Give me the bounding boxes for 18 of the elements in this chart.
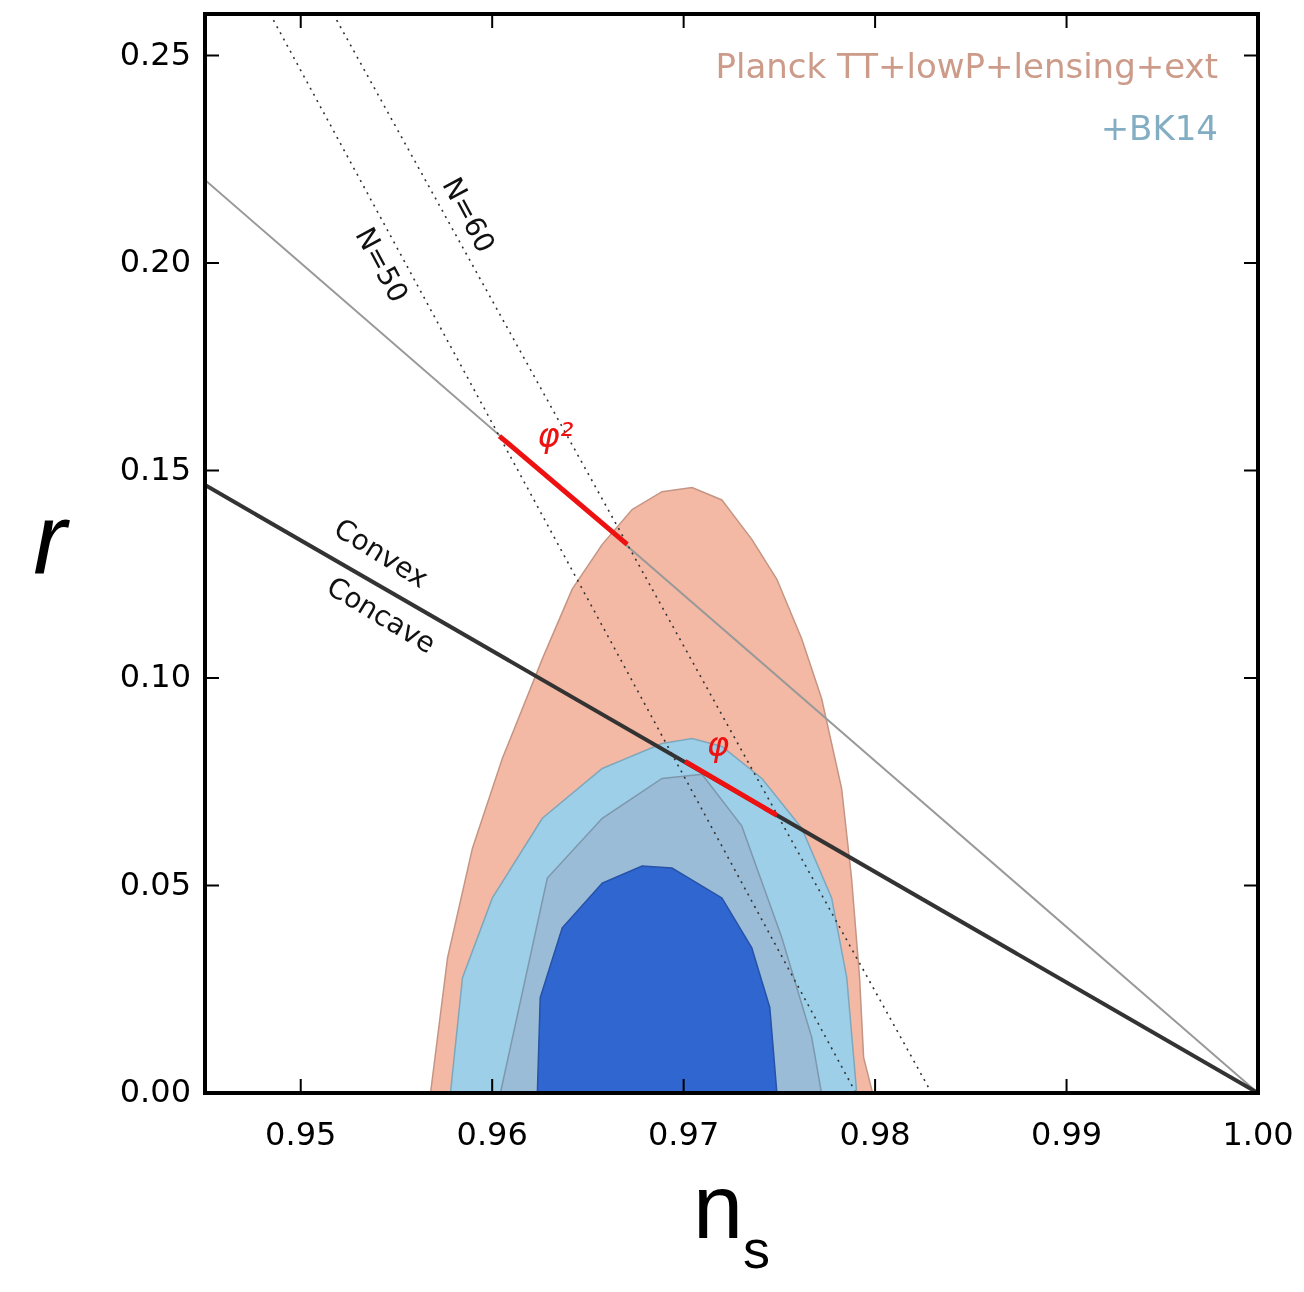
annotation: φ² <box>537 414 574 455</box>
x-tick-label: 1.00 <box>1222 1115 1294 1153</box>
x-tick-label: 0.99 <box>1030 1115 1103 1153</box>
x-tick-label: 0.97 <box>648 1115 720 1153</box>
y-tick-label: 0.05 <box>119 864 191 903</box>
text: +BK14 <box>1100 108 1218 148</box>
y-tick-label: 0.20 <box>119 242 191 280</box>
annotation: φ <box>706 723 730 764</box>
y-tick-label: 0.25 <box>119 34 191 73</box>
x-tick-label: 0.96 <box>456 1115 528 1153</box>
x-axis-title: n$_{s}$ <box>692 1157 771 1279</box>
x-tick-label: 0.98 <box>839 1115 911 1153</box>
y-tick-label: 0.00 <box>119 1072 191 1110</box>
text: Planck TT+lowP+lensing+ext <box>715 46 1218 86</box>
x-tick-label: 0.95 <box>265 1115 337 1153</box>
y-tick-label: 0.10 <box>119 657 191 695</box>
y-axis-title: r <box>33 482 71 595</box>
y-tick-label: 0.15 <box>119 449 191 488</box>
